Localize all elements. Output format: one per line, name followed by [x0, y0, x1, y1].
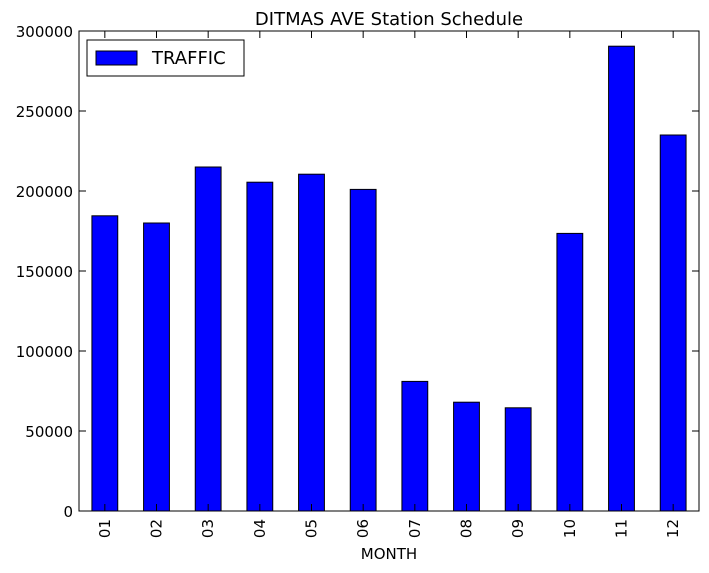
- x-axis-label: MONTH: [361, 545, 417, 563]
- x-axis: 01 02 03 04 05 06 07 08 09 10 11 12: [96, 31, 682, 538]
- bar-09: [504, 407, 532, 512]
- y-tick-label: 150000: [16, 263, 73, 281]
- bar-10: [556, 232, 584, 512]
- bar-08: [453, 401, 480, 512]
- bar-01: [91, 215, 119, 512]
- x-tick-label-02: 02: [148, 519, 166, 538]
- bar-12: [659, 134, 687, 512]
- plot-area-frame: [78, 30, 700, 512]
- chart-title: DITMAS AVE Station Schedule: [255, 9, 523, 30]
- y-tick-label: 300000: [16, 23, 73, 41]
- y-tick-label: 0: [63, 503, 73, 521]
- bar-02: [143, 222, 170, 512]
- legend: TRAFFIC: [86, 39, 245, 77]
- x-tick-label-06: 06: [354, 519, 372, 538]
- x-tick-label-12: 12: [664, 519, 682, 538]
- x-tick-label-04: 04: [251, 519, 269, 538]
- x-tick-label-05: 05: [303, 519, 321, 538]
- y-tick-label: 50000: [25, 423, 73, 441]
- y-tick-label: 250000: [16, 103, 73, 121]
- x-tick-label-10: 10: [561, 519, 579, 538]
- x-tick-label-08: 08: [458, 519, 476, 538]
- x-tick-label-01: 01: [96, 519, 114, 538]
- x-tick-label-11: 11: [613, 519, 631, 538]
- y-axis: 0 50000 100000 150000 200000 250000 300000: [16, 23, 699, 521]
- bar-03: [194, 166, 222, 512]
- y-tick-label: 200000: [16, 183, 73, 201]
- bar-05: [298, 173, 325, 512]
- y-tick-label: 100000: [16, 343, 73, 361]
- bar-06: [349, 188, 377, 512]
- legend-swatch-traffic: [95, 50, 138, 66]
- bars-layer: [91, 45, 687, 512]
- bar-07: [401, 380, 429, 512]
- x-tick-label-09: 09: [509, 519, 527, 538]
- bar-11: [608, 45, 635, 512]
- bar-04: [246, 181, 274, 512]
- x-tick-label-07: 07: [406, 519, 424, 538]
- x-tick-label-03: 03: [199, 519, 217, 538]
- legend-label-traffic: TRAFFIC: [151, 48, 226, 69]
